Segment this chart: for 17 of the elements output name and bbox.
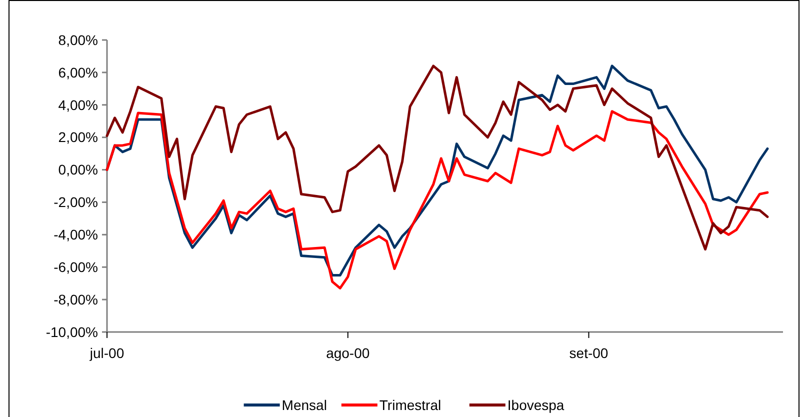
- y-tick-label: 4,00%: [58, 96, 98, 113]
- y-tick-label: -4,00%: [54, 226, 98, 243]
- y-tick-label: 8,00%: [58, 32, 98, 48]
- legend-label: Trimestral: [379, 396, 442, 413]
- legend-label: Ibovespa: [507, 396, 564, 413]
- y-tick-label: 6,00%: [58, 64, 98, 80]
- y-tick-label: -8,00%: [54, 291, 98, 308]
- y-tick-label: -6,00%: [54, 259, 98, 276]
- legend-label: Mensal: [282, 396, 327, 413]
- line-series: [106, 110, 769, 290]
- x-tick-label: ago-00: [326, 345, 370, 361]
- y-tick-label: 2,00%: [58, 129, 98, 146]
- x-tick-label: set-00: [569, 345, 608, 361]
- y-tick-label: 0,00%: [58, 162, 98, 178]
- x-tick-label: jul-00: [88, 345, 124, 361]
- y-tick-label: -10,00%: [46, 324, 98, 340]
- y-tick-label: -2,00%: [54, 194, 98, 210]
